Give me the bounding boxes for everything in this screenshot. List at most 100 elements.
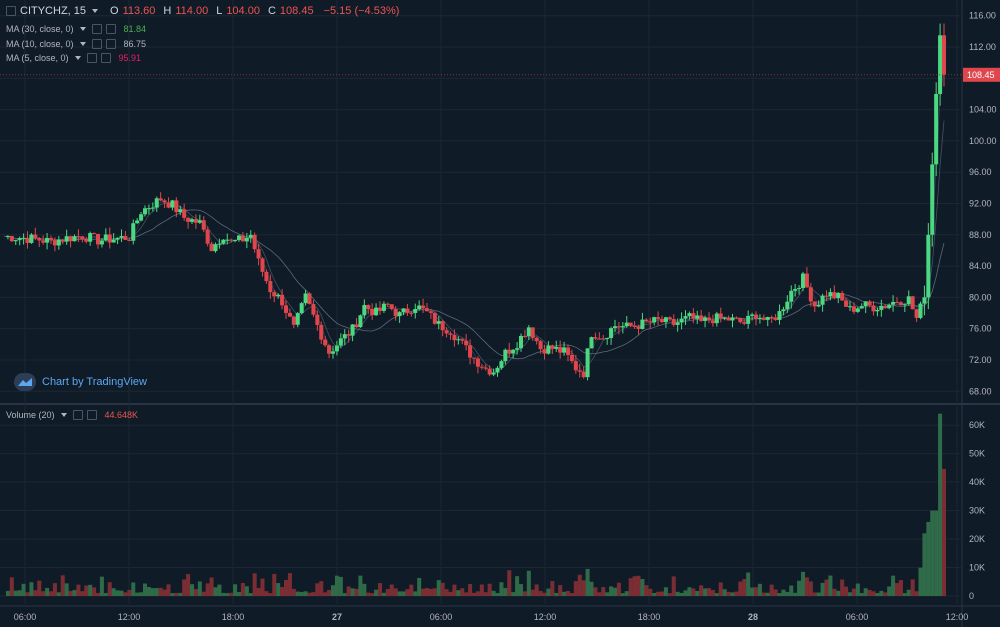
chevron-down-icon[interactable] [79, 27, 86, 31]
candle-body [589, 337, 594, 349]
candle-body [863, 301, 868, 307]
candle-body [377, 307, 383, 311]
volume-bar [189, 584, 195, 596]
volume-bar [413, 591, 418, 596]
chevron-down-icon[interactable] [92, 9, 99, 13]
volume-bar [475, 591, 480, 596]
volume-bar [589, 581, 594, 596]
chevron-down-icon[interactable] [74, 56, 81, 60]
close-icon[interactable] [105, 24, 116, 34]
close-icon[interactable] [100, 53, 111, 63]
candle-body [197, 220, 202, 223]
volume-bar [930, 510, 935, 596]
settings-icon[interactable] [72, 410, 83, 420]
volume-bar [616, 582, 621, 596]
candle-body [358, 315, 363, 328]
volume-bar [938, 413, 943, 596]
volume-bar [585, 568, 590, 596]
candle-body [503, 349, 508, 362]
volume-bar [769, 584, 774, 596]
ma30-legend[interactable]: MA (30, close, 0) 81.84 [6, 24, 146, 34]
close-icon[interactable] [86, 410, 97, 420]
symbol-label[interactable]: CITYCHZ, 15 [20, 5, 87, 17]
candle-body [338, 338, 343, 346]
candle-body [930, 164, 935, 235]
volume-bar [260, 578, 265, 596]
candle-body [785, 301, 790, 310]
candle-body [926, 234, 931, 298]
candle-body [652, 317, 657, 323]
volume-bar [225, 593, 230, 596]
settings-icon[interactable] [91, 24, 102, 34]
settings-icon[interactable] [86, 53, 97, 63]
settings-icon[interactable] [91, 39, 102, 49]
volume-bar [186, 574, 191, 596]
volume-bar [33, 590, 38, 596]
volume-bar [898, 580, 903, 596]
candle-body [299, 303, 304, 314]
candle-body [558, 346, 563, 353]
candle-body [726, 317, 731, 321]
volume-bar [851, 588, 856, 596]
volume-bar [397, 591, 402, 596]
ma30-label: MA (30, close, 0) [6, 24, 74, 34]
volume-bar [906, 589, 911, 596]
time-tick-label: 06:00 [14, 612, 37, 622]
volume-bar [710, 590, 715, 596]
volume-bar [178, 592, 183, 596]
volume-bar [483, 592, 488, 596]
candle-body [99, 240, 104, 245]
ma5-legend[interactable]: MA (5, close, 0) 95.91 [6, 53, 141, 63]
candle-body [824, 295, 829, 297]
volume-bar [910, 579, 915, 596]
volume-bar [84, 585, 89, 596]
volume-bar [370, 593, 375, 596]
candle-body [307, 293, 312, 305]
ma10-legend[interactable]: MA (10, close, 0) 86.75 [6, 39, 146, 49]
close-icon[interactable] [105, 39, 116, 49]
volume-bar [542, 592, 547, 596]
collapse-icon[interactable] [6, 6, 16, 16]
candle-body [401, 308, 406, 313]
candle-body [534, 337, 539, 342]
volume-legend[interactable]: Volume (20) 44.648K [6, 410, 138, 420]
price-tick-label: 84.00 [969, 261, 992, 271]
candle-body [283, 305, 289, 313]
volume-bar [706, 588, 712, 596]
volume-bar [879, 590, 884, 596]
candle-body [146, 208, 151, 210]
candle-body [5, 236, 10, 238]
volume-bar [17, 590, 22, 596]
volume-bar [338, 576, 343, 596]
volume-bar [229, 592, 234, 596]
volume-tick-label: 20K [969, 534, 985, 544]
volume-bar [248, 593, 253, 596]
chevron-down-icon[interactable] [79, 42, 86, 46]
volume-bar [295, 591, 300, 596]
volume-bar [280, 587, 285, 596]
candle-body [875, 309, 880, 312]
ma10-value: 86.75 [123, 39, 147, 49]
price-tick-label: 100.00 [969, 136, 997, 146]
volume-bar [236, 592, 242, 596]
candle-body [60, 239, 65, 242]
volume-bar [605, 592, 610, 596]
volume-bar [797, 580, 802, 596]
volume-bar [29, 582, 34, 596]
chevron-down-icon[interactable] [60, 413, 67, 417]
volume-bar [526, 570, 531, 596]
volume-bar [624, 591, 629, 596]
volume-bar [703, 588, 708, 596]
volume-bar [800, 571, 806, 596]
volume-bar [389, 584, 394, 596]
volume-bar [41, 591, 46, 596]
tradingview-branding[interactable]: Chart by TradingView [14, 373, 147, 391]
volume-bar [393, 588, 398, 596]
candle-body [562, 347, 567, 353]
candle-body [417, 305, 422, 309]
candle-body [487, 368, 492, 375]
volume-bar [315, 583, 320, 596]
candle-body [577, 370, 582, 372]
volume-bar [252, 573, 257, 596]
